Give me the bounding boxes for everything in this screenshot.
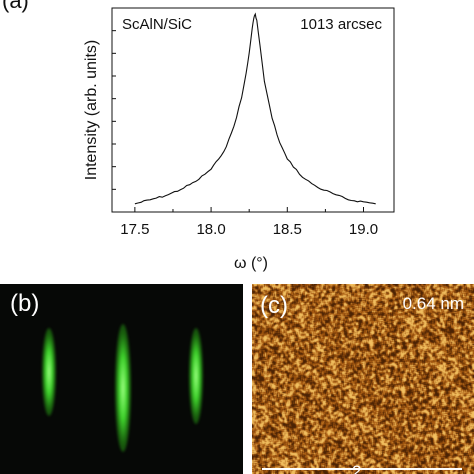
- sample-label: ScAlN/SiC: [122, 16, 192, 33]
- scale-bar: [262, 468, 462, 470]
- y-axis-ticks: [112, 30, 116, 190]
- xrd-rocking-curve-chart: (a) 17.5 18.0 18.5 19.0 ScAlN/SiC 1013 arcs…: [2, 0, 395, 272]
- afm-image-panel: (c) 0.64 nm 2: [252, 284, 474, 474]
- y-axis-label: Intensity (arb. units): [83, 40, 100, 181]
- panel-letter-a: (a): [2, 0, 29, 13]
- rheed-streak-right: [189, 328, 203, 424]
- x-tick-label: 19.0: [349, 221, 378, 238]
- x-tick-label: 17.5: [120, 221, 149, 238]
- fwhm-label: 1013 arcsec: [300, 16, 382, 33]
- rocking-curve-series: [134, 12, 376, 205]
- x-axis-ticks: 17.5 18.0 18.5 19.0: [120, 207, 378, 238]
- rheed-streak-center: [115, 324, 131, 452]
- x-axis-label: ω (°): [234, 255, 268, 272]
- panel-letter-c: (c): [260, 292, 288, 319]
- rheed-streak-left: [42, 328, 56, 416]
- x-tick-label: 18.0: [196, 221, 225, 238]
- rheed-pattern-panel: (b): [0, 284, 243, 474]
- plot-frame: [111, 7, 395, 213]
- panel-letter-b: (b): [10, 290, 40, 317]
- height-scale-label: 0.64 nm: [402, 294, 464, 313]
- x-tick-label: 18.5: [273, 221, 302, 238]
- scale-bar-label: 2: [352, 462, 362, 474]
- afm-height-map: [252, 284, 474, 474]
